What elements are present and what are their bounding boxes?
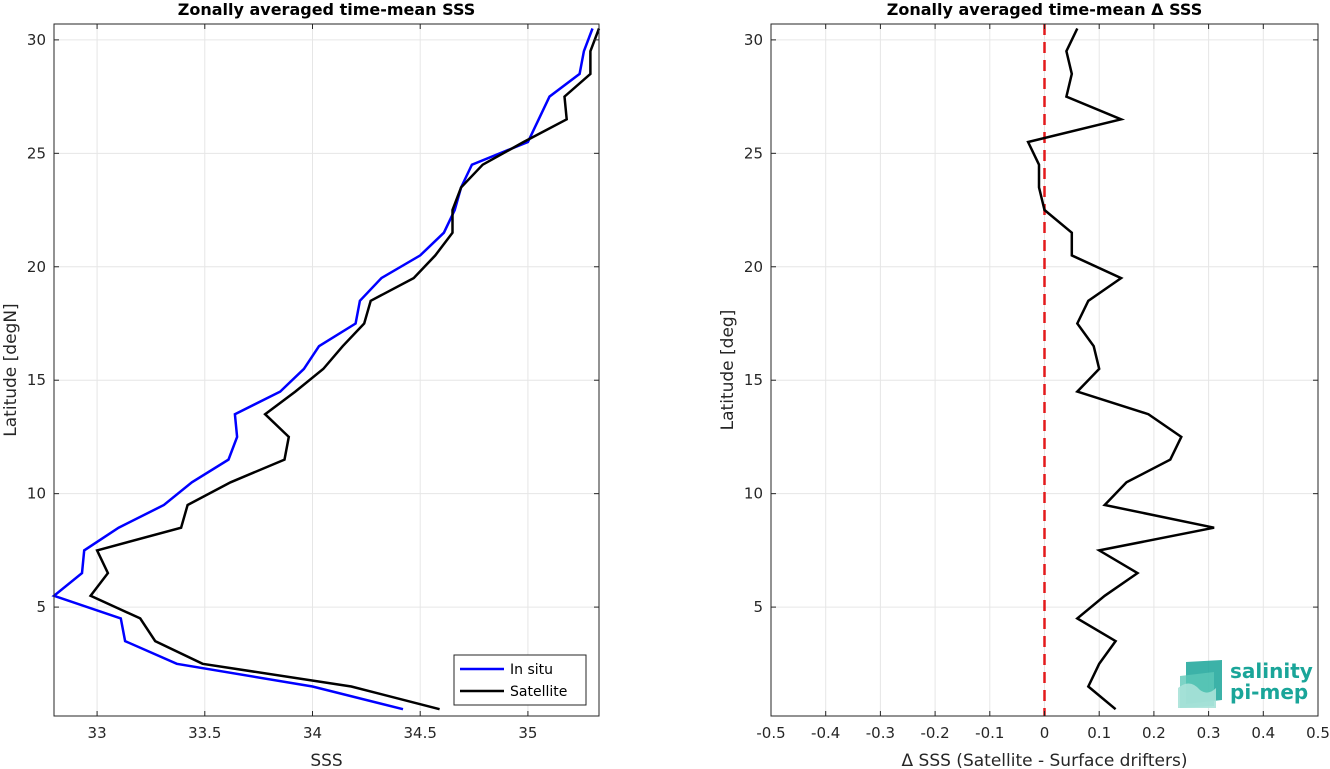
sss-panel: 33 33.5 34 34.5 35 5 10 15 20 25 30 Zonally averag…: [1, 0, 601, 769]
delta-sss-x-tick-label: 0.4: [1251, 724, 1275, 742]
sss-x-tick-label: 33.5: [188, 724, 221, 742]
legend-label-in-situ: In situ: [510, 662, 553, 678]
delta-sss-y-tick-label: 5: [753, 598, 763, 616]
delta-sss-y-tick-label: 20: [744, 258, 763, 276]
sss-legend: In situ Satellite: [453, 654, 587, 706]
delta-sss-x-tick-label: -0.5: [756, 724, 785, 742]
delta-sss-x-tick-label: 0.3: [1197, 724, 1221, 742]
sss-y-tick-label: 30: [27, 31, 46, 49]
legend-label-satellite: Satellite: [510, 684, 567, 700]
delta-sss-x-axis-label: Δ SSS (Satellite - Surface drifters): [902, 751, 1188, 769]
delta-sss-x-tick-label: 0.5: [1306, 724, 1330, 742]
delta-sss-panel: -0.5 -0.4 -0.3 -0.2 -0.1 0 0.1 0.2 0.3 0.4 0.5 5 10 1…: [718, 0, 1330, 769]
logo-mark-icon: [1178, 660, 1222, 708]
delta-sss-x-tick-label: 0: [1040, 724, 1050, 742]
sss-chart-title: Zonally averaged time-mean SSS: [178, 0, 476, 19]
delta-sss-x-tick-label: -0.4: [811, 724, 840, 742]
delta-sss-series: [1026, 27, 1215, 711]
delta-sss-series-line-0: [1026, 27, 1215, 711]
delta-sss-ticks: -0.5 -0.4 -0.3 -0.2 -0.1 0 0.1 0.2 0.3 0.4 0.5 5 10 1…: [744, 24, 1330, 742]
delta-sss-chart-title: Zonally averaged time-mean Δ SSS: [887, 0, 1203, 19]
logo-text-salinity: salinity: [1230, 659, 1313, 683]
sss-x-tick-label: 33: [88, 724, 107, 742]
sss-x-tick-label: 34: [303, 724, 322, 742]
delta-sss-y-tick-label: 25: [744, 144, 763, 162]
sss-x-axis-label: SSS: [310, 751, 342, 769]
sss-y-axis-label: Latitude [degN]: [1, 303, 21, 436]
sss-y-tick-label: 10: [27, 485, 46, 503]
delta-sss-y-tick-label: 10: [744, 485, 763, 503]
sss-y-tick-label: 5: [36, 598, 46, 616]
sss-ticks: 33 33.5 34 34.5 35 5 10 15 20 25 30: [27, 24, 599, 742]
delta-sss-y-tick-label: 15: [744, 371, 763, 389]
salinity-pi-mep-logo: salinity pi-mep: [1178, 659, 1313, 708]
sss-axes-frame: [53, 23, 600, 717]
delta-sss-x-tick-label: -0.2: [920, 724, 949, 742]
sss-grid: [54, 24, 599, 716]
sss-y-tick-label: 20: [27, 258, 46, 276]
delta-sss-x-tick-label: 0.1: [1087, 724, 1111, 742]
delta-sss-y-tick-label: 30: [744, 31, 763, 49]
legend-box: [453, 654, 587, 706]
sss-x-tick-label: 35: [518, 724, 537, 742]
delta-sss-x-tick-label: 0.2: [1142, 724, 1166, 742]
logo-text-pi-mep: pi-mep: [1230, 680, 1308, 704]
sss-series-line-satellite: [88, 28, 601, 711]
sss-x-tick-label: 34.5: [404, 724, 437, 742]
sss-plot-area: [54, 24, 599, 716]
sss-y-tick-label: 25: [27, 144, 46, 162]
sss-y-tick-label: 15: [27, 371, 46, 389]
delta-sss-y-axis-label: Latitude [deg]: [718, 310, 738, 431]
delta-sss-x-tick-label: -0.1: [975, 724, 1004, 742]
delta-sss-x-tick-label: -0.3: [866, 724, 895, 742]
